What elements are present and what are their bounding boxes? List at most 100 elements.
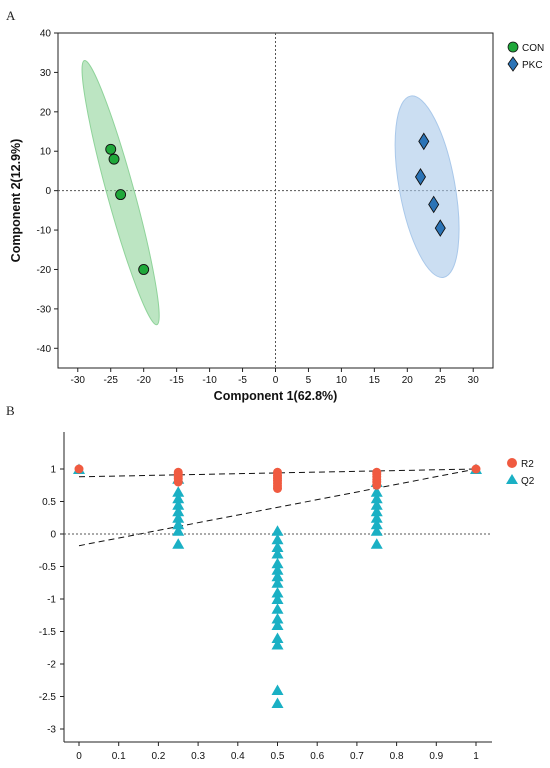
trend-line-q2: [78, 468, 477, 547]
point-q2: [370, 512, 383, 523]
x-tick-label: 0: [76, 751, 82, 762]
point-q2: [172, 538, 185, 549]
trend-line-r2: [78, 468, 477, 478]
x-tick-label: 0.2: [151, 751, 165, 762]
legend-label-q2: Q2: [521, 476, 535, 487]
plot-a-legend: CON PKC: [507, 41, 544, 72]
x-tick-label: 0.4: [231, 751, 245, 762]
point-pkc: [414, 168, 427, 186]
point-q2: [271, 697, 284, 708]
point-r2: [372, 480, 382, 490]
point-q2: [370, 505, 383, 517]
x-tick-label: -10: [202, 375, 217, 386]
permutation-test-plot: 0 0.1 0.2 0.3 0.4 0.5 0.6 0.7 0.8 0.9 1 1 0.5 0 -0.5 -1…: [39, 432, 535, 762]
x-tick-label: 25: [435, 375, 447, 386]
x-tick-label: 0.3: [191, 751, 205, 762]
point-q2: [370, 486, 383, 497]
point-q2: [172, 499, 185, 510]
y-tick-label: 20: [40, 107, 52, 118]
x-tick-label: -25: [104, 375, 119, 386]
y-tick-label: -2: [47, 660, 56, 671]
x-tick-label: 20: [402, 375, 414, 386]
point-q2: [370, 525, 383, 536]
legend-marker-pkc: [507, 56, 519, 72]
point-q2: [370, 518, 383, 530]
y-tick-label: -10: [37, 226, 52, 237]
point-q2: [271, 577, 284, 588]
point-q2: [172, 486, 185, 497]
x-tick-label: 5: [306, 375, 312, 386]
point-q2: [172, 505, 185, 517]
plot-b-ticks: 0 0.1 0.2 0.3 0.4 0.5 0.6 0.7 0.8 0.9 1 1 0.5 0 -0.5 -1…: [39, 465, 479, 763]
x-tick-label: -5: [238, 375, 247, 386]
x-tick-label: 0.6: [310, 751, 324, 762]
point-con: [115, 189, 127, 201]
legend-label-r2: R2: [521, 459, 534, 470]
x-tick-label: 0.8: [390, 751, 404, 762]
point-q2: [271, 570, 284, 582]
point-q2: [370, 492, 383, 504]
y-tick-label: 10: [40, 147, 52, 158]
y-tick-label: -2.5: [39, 692, 57, 703]
point-q2: [172, 512, 185, 523]
point-q2: [370, 499, 383, 510]
y-tick-label: -1.5: [39, 627, 57, 638]
plot-b-trend-lines: [78, 468, 477, 547]
y-tick-label: -0.5: [39, 562, 57, 573]
x-tick-label: 30: [468, 375, 480, 386]
y-tick-label: -1: [47, 595, 56, 606]
point-q2: [271, 613, 284, 624]
y-tick-label: 1: [50, 465, 56, 476]
point-q2: [271, 632, 284, 643]
x-tick-label: 10: [336, 375, 348, 386]
panel-a-label: A: [6, 8, 16, 23]
point-pkc: [434, 219, 446, 237]
plot-a-ticks: -30 -25 -20 -15 -10 -5 0 5 10 15 20 25 30 -40 -30 -20 -1…: [37, 29, 480, 387]
point-con: [138, 264, 150, 275]
point-pkc: [418, 132, 430, 151]
legend-label-pkc: PKC: [522, 60, 543, 71]
plot-a-y-axis-label: Component 2(12.9%): [9, 139, 23, 263]
point-q2: [271, 619, 284, 630]
point-q2: [370, 538, 383, 549]
point-q2: [271, 557, 284, 569]
x-tick-label: 0.7: [350, 751, 364, 762]
plot-b-legend: R2 Q2: [506, 458, 535, 487]
x-tick-label: 0: [273, 375, 279, 386]
point-r2: [273, 484, 282, 493]
legend-marker-con: [507, 41, 519, 53]
point-q2: [271, 603, 284, 614]
point-q2: [271, 541, 284, 552]
legend-label-con: CON: [522, 43, 544, 54]
x-tick-label: 0.1: [112, 751, 126, 762]
x-tick-label: -30: [71, 375, 86, 386]
y-tick-label: 0: [45, 186, 51, 197]
point-q2: [172, 518, 185, 530]
point-q2: [271, 548, 284, 559]
x-tick-label: 0.9: [429, 751, 443, 762]
plot-b-points: [73, 463, 482, 708]
point-q2: [271, 587, 284, 598]
point-r2: [173, 477, 183, 487]
point-r2: [471, 464, 481, 474]
point-r2: [74, 464, 84, 474]
point-con: [108, 153, 120, 165]
x-tick-label: 0.5: [271, 751, 285, 762]
point-q2: [271, 525, 284, 536]
panel-b-label: B: [6, 403, 15, 418]
y-tick-label: 40: [40, 29, 52, 40]
y-tick-label: 0.5: [42, 497, 56, 508]
point-q2: [271, 639, 284, 650]
point-q2: [172, 492, 185, 504]
y-tick-label: 0: [50, 530, 56, 541]
point-q2: [271, 593, 284, 604]
plot-a-points: [105, 132, 446, 275]
x-tick-label: 15: [369, 375, 381, 386]
x-tick-label: 1: [473, 751, 479, 762]
pca-scores-plot: -30 -25 -20 -15 -10 -5 0 5 10 15 20 25 30 -40 -30 -20 -1…: [9, 29, 544, 404]
legend-marker-q2: [506, 474, 518, 484]
y-tick-label: -20: [37, 265, 52, 276]
point-q2: [172, 525, 185, 536]
point-q2: [271, 564, 284, 575]
